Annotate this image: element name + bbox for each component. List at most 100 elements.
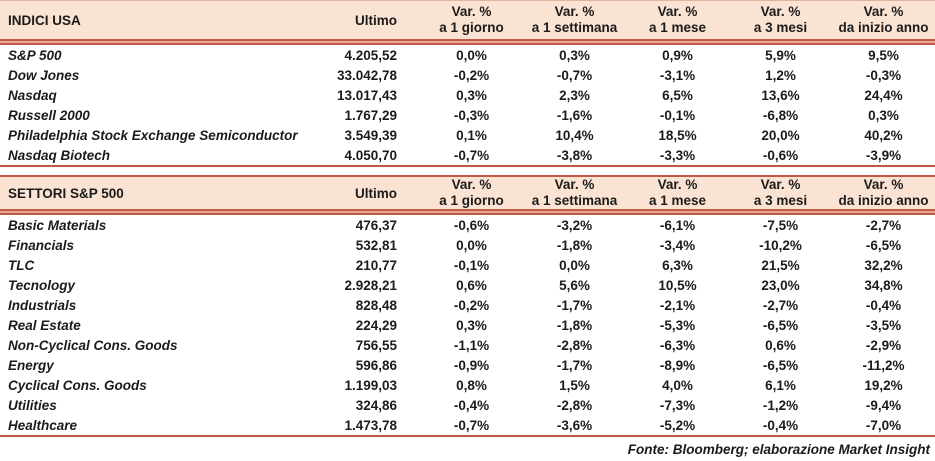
column-header-var-1-giorno: Var. % a 1 giorno [420,177,523,209]
var-value: -3,3% [659,147,696,163]
indici-usa-table: INDICI USA Ultimo Var. % a 1 giorno Var.… [0,0,935,167]
row-label: Philadelphia Stock Exchange Semiconducto… [8,127,298,143]
var-value: 24,4% [864,87,903,103]
var-value: -2,7% [865,217,902,233]
period-label: a 1 giorno [439,193,504,208]
ultimo-value: 828,48 [355,297,397,313]
column-header-var-3-mesi: Var. % a 3 mesi [729,1,832,39]
indici-usa-header: INDICI USA Ultimo Var. % a 1 giorno Var.… [0,0,935,39]
row-label: Nasdaq Biotech [8,147,111,163]
var-value: 9,5% [868,47,899,63]
column-header-ultimo: Ultimo [355,185,397,201]
table-row: S&P 500 4.205,52 0,0% 0,3% 0,9% 5,9% 9,5% [0,45,935,65]
ultimo-value: 210,77 [355,257,397,273]
row-label: Energy [8,357,54,373]
var-value: 0,0% [456,237,487,253]
row-label: Russell 2000 [8,107,90,123]
ultimo-value: 756,55 [355,337,397,353]
var-value: 2,3% [559,87,590,103]
row-label: Non-Cyclical Cons. Goods [8,337,178,353]
var-value: -9,4% [865,397,902,413]
var-value: -1,6% [556,107,593,123]
period-label: da inizio anno [838,20,929,35]
row-label: Nasdaq [8,87,57,103]
var-value: -1,2% [762,397,799,413]
row-label: Dow Jones [8,67,80,83]
row-label: Real Estate [8,317,81,333]
var-value: 0,3% [456,317,487,333]
var-value: -3,6% [556,417,593,433]
row-label: Healthcare [8,417,78,433]
var-value: -0,7% [453,417,490,433]
var-value: -0,7% [453,147,490,163]
column-header-var-1-giorno: Var. % a 1 giorno [420,1,523,39]
settori-sp500-table: SETTORI S&P 500 Ultimo Var. % a 1 giorno… [0,175,935,437]
var-label: Var. % [863,4,904,19]
row-label: Cyclical Cons. Goods [8,377,147,393]
var-label: Var. % [657,4,698,19]
table-row: Nasdaq Biotech 4.050,70 -0,7% -3,8% -3,3% -0,… [0,145,935,165]
var-value: -6,1% [659,217,696,233]
var-label: Var. % [554,4,595,19]
var-label: Var. % [451,4,492,19]
table-row: Nasdaq 13.017,43 0,3% 2,3% 6,5% 13,6% 24,4% [0,85,935,105]
row-label: Tecnology [8,277,76,293]
var-value: -7,3% [659,397,696,413]
var-value: 0,1% [456,127,487,143]
var-value: 0,9% [662,47,693,63]
var-value: -2,1% [659,297,696,313]
var-value: -1,1% [453,337,490,353]
var-value: -5,2% [659,417,696,433]
var-value: 0,3% [456,87,487,103]
var-value: 0,6% [765,337,796,353]
var-value: -0,4% [865,297,902,313]
column-header-var-inizio-anno: Var. % da inizio anno [832,1,935,39]
ultimo-value: 596,86 [355,357,397,373]
var-value: 32,2% [864,257,903,273]
period-label: a 1 giorno [439,20,504,35]
var-value: -0,4% [453,397,490,413]
settori-sp500-header: SETTORI S&P 500 Ultimo Var. % a 1 giorno… [0,175,935,209]
var-value: -3,8% [556,147,593,163]
var-value: 40,2% [864,127,903,143]
period-label: a 3 mesi [753,193,808,208]
indici-usa-rows: S&P 500 4.205,52 0,0% 0,3% 0,9% 5,9% 9,5% Dow J… [0,45,935,165]
var-value: -6,5% [865,237,902,253]
double-rule [0,39,935,45]
table-row: Real Estate 224,29 0,3% -1,8% -5,3% -6,5% -3,5… [0,315,935,335]
var-value: -11,2% [862,357,905,373]
var-value: 34,8% [864,277,903,293]
period-label: da inizio anno [838,193,929,208]
var-value: -0,1% [453,257,490,273]
table-title: INDICI USA [8,12,81,28]
var-value: -3,2% [556,217,593,233]
var-value: -2,8% [556,337,593,353]
var-value: -0,4% [762,417,799,433]
period-label: a 1 mese [648,193,707,208]
table-row: Russell 2000 1.767,29 -0,3% -1,6% -0,1% -6,8%… [0,105,935,125]
var-value: 1,2% [765,67,796,83]
table-row: Healthcare 1.473,78 -0,7% -3,6% -5,2% -0,4% -7… [0,415,935,435]
var-value: -2,8% [556,397,593,413]
row-label: Basic Materials [8,217,107,233]
var-value: 1,5% [559,377,590,393]
column-header-var-1-mese: Var. % a 1 mese [626,177,729,209]
var-value: 0,3% [868,107,899,123]
var-label: Var. % [554,177,595,192]
source-note: Fonte: Bloomberg; elaborazione Market In… [627,441,930,457]
ultimo-value: 4.205,52 [344,47,397,63]
var-value: 0,3% [559,47,590,63]
period-label: a 1 mese [648,20,707,35]
var-value: -0,6% [762,147,799,163]
var-value: 5,6% [559,277,590,293]
var-value: 21,5% [761,257,800,273]
var-value: -6,3% [659,337,696,353]
table-row: Tecnology 2.928,21 0,6% 5,6% 10,5% 23,0% 34,8% [0,275,935,295]
ultimo-value: 324,86 [355,397,397,413]
var-value: -8,9% [659,357,696,373]
var-value: -5,3% [659,317,696,333]
var-value: -6,8% [762,107,799,123]
var-value: -0,9% [453,357,490,373]
var-value: 0,6% [456,277,487,293]
